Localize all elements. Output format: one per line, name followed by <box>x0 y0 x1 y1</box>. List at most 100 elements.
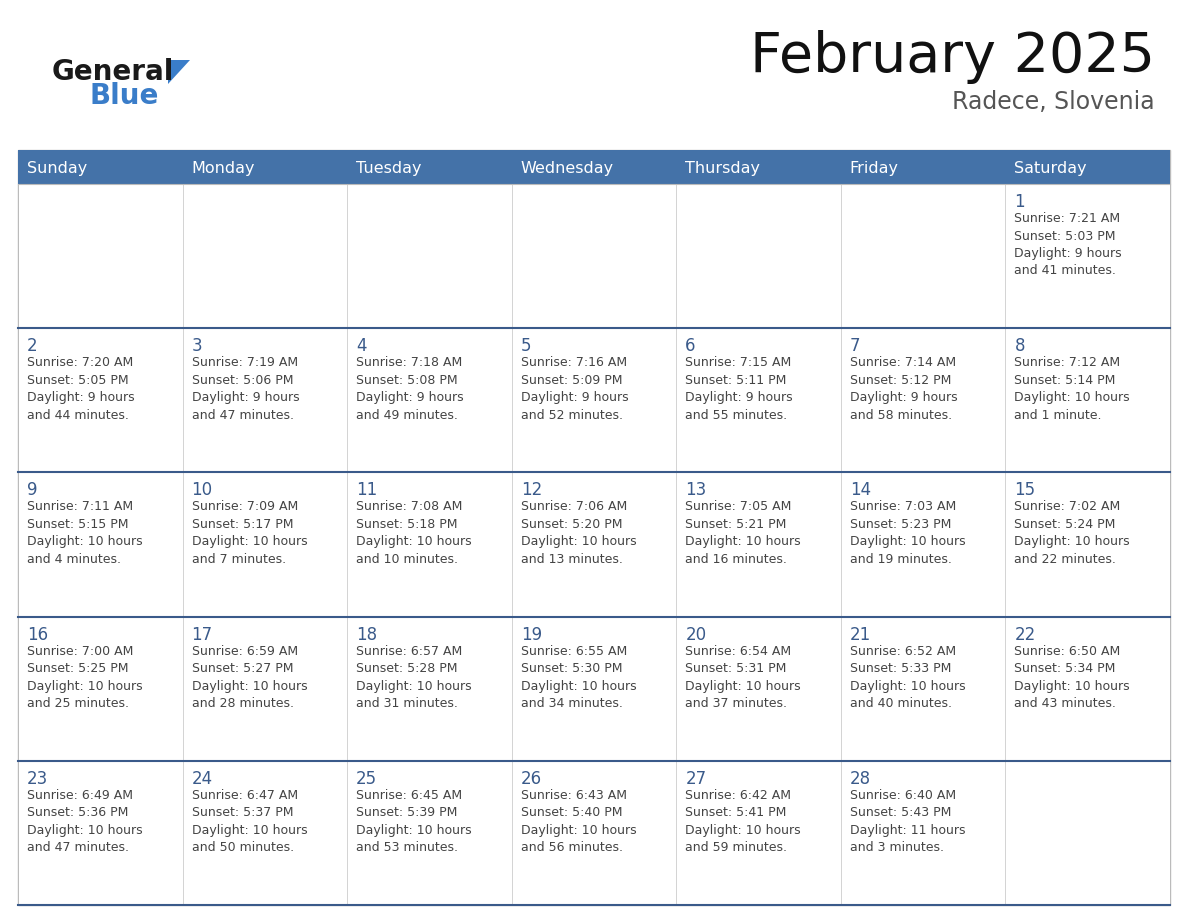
Text: Saturday: Saturday <box>1015 161 1087 175</box>
Bar <box>677 761 840 904</box>
Bar <box>677 329 840 472</box>
Text: 5: 5 <box>520 337 531 355</box>
Text: 9: 9 <box>27 481 38 499</box>
Bar <box>18 150 1170 905</box>
Bar <box>19 185 182 328</box>
Bar <box>1006 761 1169 904</box>
Text: Sunrise: 6:42 AM
Sunset: 5:41 PM
Daylight: 10 hours
and 59 minutes.: Sunrise: 6:42 AM Sunset: 5:41 PM Dayligh… <box>685 789 801 855</box>
Bar <box>677 185 840 328</box>
Bar <box>512 761 676 904</box>
Text: Sunrise: 6:52 AM
Sunset: 5:33 PM
Daylight: 10 hours
and 40 minutes.: Sunrise: 6:52 AM Sunset: 5:33 PM Dayligh… <box>849 644 966 711</box>
Bar <box>183 761 347 904</box>
Text: Sunrise: 7:16 AM
Sunset: 5:09 PM
Daylight: 9 hours
and 52 minutes.: Sunrise: 7:16 AM Sunset: 5:09 PM Dayligh… <box>520 356 628 421</box>
Bar <box>183 617 347 760</box>
Text: Sunrise: 6:40 AM
Sunset: 5:43 PM
Daylight: 11 hours
and 3 minutes.: Sunrise: 6:40 AM Sunset: 5:43 PM Dayligh… <box>849 789 966 855</box>
Text: 18: 18 <box>356 625 378 644</box>
Text: 16: 16 <box>27 625 49 644</box>
Text: Sunrise: 7:05 AM
Sunset: 5:21 PM
Daylight: 10 hours
and 16 minutes.: Sunrise: 7:05 AM Sunset: 5:21 PM Dayligh… <box>685 500 801 565</box>
Text: 1: 1 <box>1015 193 1025 211</box>
Bar <box>19 617 182 760</box>
Text: 13: 13 <box>685 481 707 499</box>
Bar <box>1006 473 1169 616</box>
Text: Friday: Friday <box>849 161 899 175</box>
Text: 23: 23 <box>27 770 49 788</box>
Text: 20: 20 <box>685 625 707 644</box>
Text: Sunrise: 6:49 AM
Sunset: 5:36 PM
Daylight: 10 hours
and 47 minutes.: Sunrise: 6:49 AM Sunset: 5:36 PM Dayligh… <box>27 789 143 855</box>
Bar <box>1006 185 1169 328</box>
Text: 24: 24 <box>191 770 213 788</box>
Text: Sunrise: 7:15 AM
Sunset: 5:11 PM
Daylight: 9 hours
and 55 minutes.: Sunrise: 7:15 AM Sunset: 5:11 PM Dayligh… <box>685 356 792 421</box>
Text: 27: 27 <box>685 770 707 788</box>
Text: Sunrise: 7:19 AM
Sunset: 5:06 PM
Daylight: 9 hours
and 47 minutes.: Sunrise: 7:19 AM Sunset: 5:06 PM Dayligh… <box>191 356 299 421</box>
Text: 25: 25 <box>356 770 378 788</box>
Bar <box>19 473 182 616</box>
Text: Sunrise: 6:50 AM
Sunset: 5:34 PM
Daylight: 10 hours
and 43 minutes.: Sunrise: 6:50 AM Sunset: 5:34 PM Dayligh… <box>1015 644 1130 711</box>
Text: 17: 17 <box>191 625 213 644</box>
Bar <box>348 329 511 472</box>
Bar <box>19 329 182 472</box>
Text: Sunrise: 7:00 AM
Sunset: 5:25 PM
Daylight: 10 hours
and 25 minutes.: Sunrise: 7:00 AM Sunset: 5:25 PM Dayligh… <box>27 644 143 711</box>
Bar <box>841 761 1005 904</box>
Text: Sunrise: 7:12 AM
Sunset: 5:14 PM
Daylight: 10 hours
and 1 minute.: Sunrise: 7:12 AM Sunset: 5:14 PM Dayligh… <box>1015 356 1130 421</box>
Text: Tuesday: Tuesday <box>356 161 422 175</box>
Text: 6: 6 <box>685 337 696 355</box>
Bar <box>841 473 1005 616</box>
Text: General: General <box>52 58 175 86</box>
Text: Sunrise: 7:06 AM
Sunset: 5:20 PM
Daylight: 10 hours
and 13 minutes.: Sunrise: 7:06 AM Sunset: 5:20 PM Dayligh… <box>520 500 637 565</box>
Text: 10: 10 <box>191 481 213 499</box>
Text: Sunrise: 7:02 AM
Sunset: 5:24 PM
Daylight: 10 hours
and 22 minutes.: Sunrise: 7:02 AM Sunset: 5:24 PM Dayligh… <box>1015 500 1130 565</box>
Text: Sunday: Sunday <box>27 161 87 175</box>
Text: 11: 11 <box>356 481 378 499</box>
Text: 12: 12 <box>520 481 542 499</box>
Text: 15: 15 <box>1015 481 1036 499</box>
Bar <box>348 617 511 760</box>
Text: Sunrise: 6:57 AM
Sunset: 5:28 PM
Daylight: 10 hours
and 31 minutes.: Sunrise: 6:57 AM Sunset: 5:28 PM Dayligh… <box>356 644 472 711</box>
Bar <box>677 473 840 616</box>
Text: 28: 28 <box>849 770 871 788</box>
Text: 19: 19 <box>520 625 542 644</box>
Text: 7: 7 <box>849 337 860 355</box>
Bar <box>183 329 347 472</box>
Bar <box>841 617 1005 760</box>
Text: 3: 3 <box>191 337 202 355</box>
Text: Sunrise: 6:47 AM
Sunset: 5:37 PM
Daylight: 10 hours
and 50 minutes.: Sunrise: 6:47 AM Sunset: 5:37 PM Dayligh… <box>191 789 308 855</box>
Text: Sunrise: 7:03 AM
Sunset: 5:23 PM
Daylight: 10 hours
and 19 minutes.: Sunrise: 7:03 AM Sunset: 5:23 PM Dayligh… <box>849 500 966 565</box>
Bar <box>841 185 1005 328</box>
Text: Sunrise: 6:43 AM
Sunset: 5:40 PM
Daylight: 10 hours
and 56 minutes.: Sunrise: 6:43 AM Sunset: 5:40 PM Dayligh… <box>520 789 637 855</box>
Bar <box>841 329 1005 472</box>
Polygon shape <box>168 60 190 84</box>
Text: Sunrise: 6:45 AM
Sunset: 5:39 PM
Daylight: 10 hours
and 53 minutes.: Sunrise: 6:45 AM Sunset: 5:39 PM Dayligh… <box>356 789 472 855</box>
Text: Sunrise: 7:14 AM
Sunset: 5:12 PM
Daylight: 9 hours
and 58 minutes.: Sunrise: 7:14 AM Sunset: 5:12 PM Dayligh… <box>849 356 958 421</box>
Text: Wednesday: Wednesday <box>520 161 614 175</box>
Text: Sunrise: 6:59 AM
Sunset: 5:27 PM
Daylight: 10 hours
and 28 minutes.: Sunrise: 6:59 AM Sunset: 5:27 PM Dayligh… <box>191 644 308 711</box>
Text: Radece, Slovenia: Radece, Slovenia <box>953 90 1155 114</box>
Text: Sunrise: 7:08 AM
Sunset: 5:18 PM
Daylight: 10 hours
and 10 minutes.: Sunrise: 7:08 AM Sunset: 5:18 PM Dayligh… <box>356 500 472 565</box>
Text: 8: 8 <box>1015 337 1025 355</box>
Bar <box>18 150 1170 184</box>
Text: Sunrise: 6:55 AM
Sunset: 5:30 PM
Daylight: 10 hours
and 34 minutes.: Sunrise: 6:55 AM Sunset: 5:30 PM Dayligh… <box>520 644 637 711</box>
Bar <box>1006 329 1169 472</box>
Bar <box>183 185 347 328</box>
Text: 21: 21 <box>849 625 871 644</box>
Bar <box>19 761 182 904</box>
Text: Thursday: Thursday <box>685 161 760 175</box>
Bar <box>512 473 676 616</box>
Text: 22: 22 <box>1015 625 1036 644</box>
Bar <box>348 185 511 328</box>
Bar <box>512 617 676 760</box>
Text: 26: 26 <box>520 770 542 788</box>
Text: February 2025: February 2025 <box>750 30 1155 84</box>
Text: Sunrise: 7:20 AM
Sunset: 5:05 PM
Daylight: 9 hours
and 44 minutes.: Sunrise: 7:20 AM Sunset: 5:05 PM Dayligh… <box>27 356 134 421</box>
Bar <box>183 473 347 616</box>
Text: Sunrise: 7:21 AM
Sunset: 5:03 PM
Daylight: 9 hours
and 41 minutes.: Sunrise: 7:21 AM Sunset: 5:03 PM Dayligh… <box>1015 212 1121 277</box>
Text: Sunrise: 7:09 AM
Sunset: 5:17 PM
Daylight: 10 hours
and 7 minutes.: Sunrise: 7:09 AM Sunset: 5:17 PM Dayligh… <box>191 500 308 565</box>
Text: Sunrise: 7:11 AM
Sunset: 5:15 PM
Daylight: 10 hours
and 4 minutes.: Sunrise: 7:11 AM Sunset: 5:15 PM Dayligh… <box>27 500 143 565</box>
Text: 4: 4 <box>356 337 367 355</box>
Bar <box>512 329 676 472</box>
Text: 14: 14 <box>849 481 871 499</box>
Text: Sunrise: 6:54 AM
Sunset: 5:31 PM
Daylight: 10 hours
and 37 minutes.: Sunrise: 6:54 AM Sunset: 5:31 PM Dayligh… <box>685 644 801 711</box>
Bar <box>512 185 676 328</box>
Bar <box>348 473 511 616</box>
Text: Sunrise: 7:18 AM
Sunset: 5:08 PM
Daylight: 9 hours
and 49 minutes.: Sunrise: 7:18 AM Sunset: 5:08 PM Dayligh… <box>356 356 463 421</box>
Text: Monday: Monday <box>191 161 255 175</box>
